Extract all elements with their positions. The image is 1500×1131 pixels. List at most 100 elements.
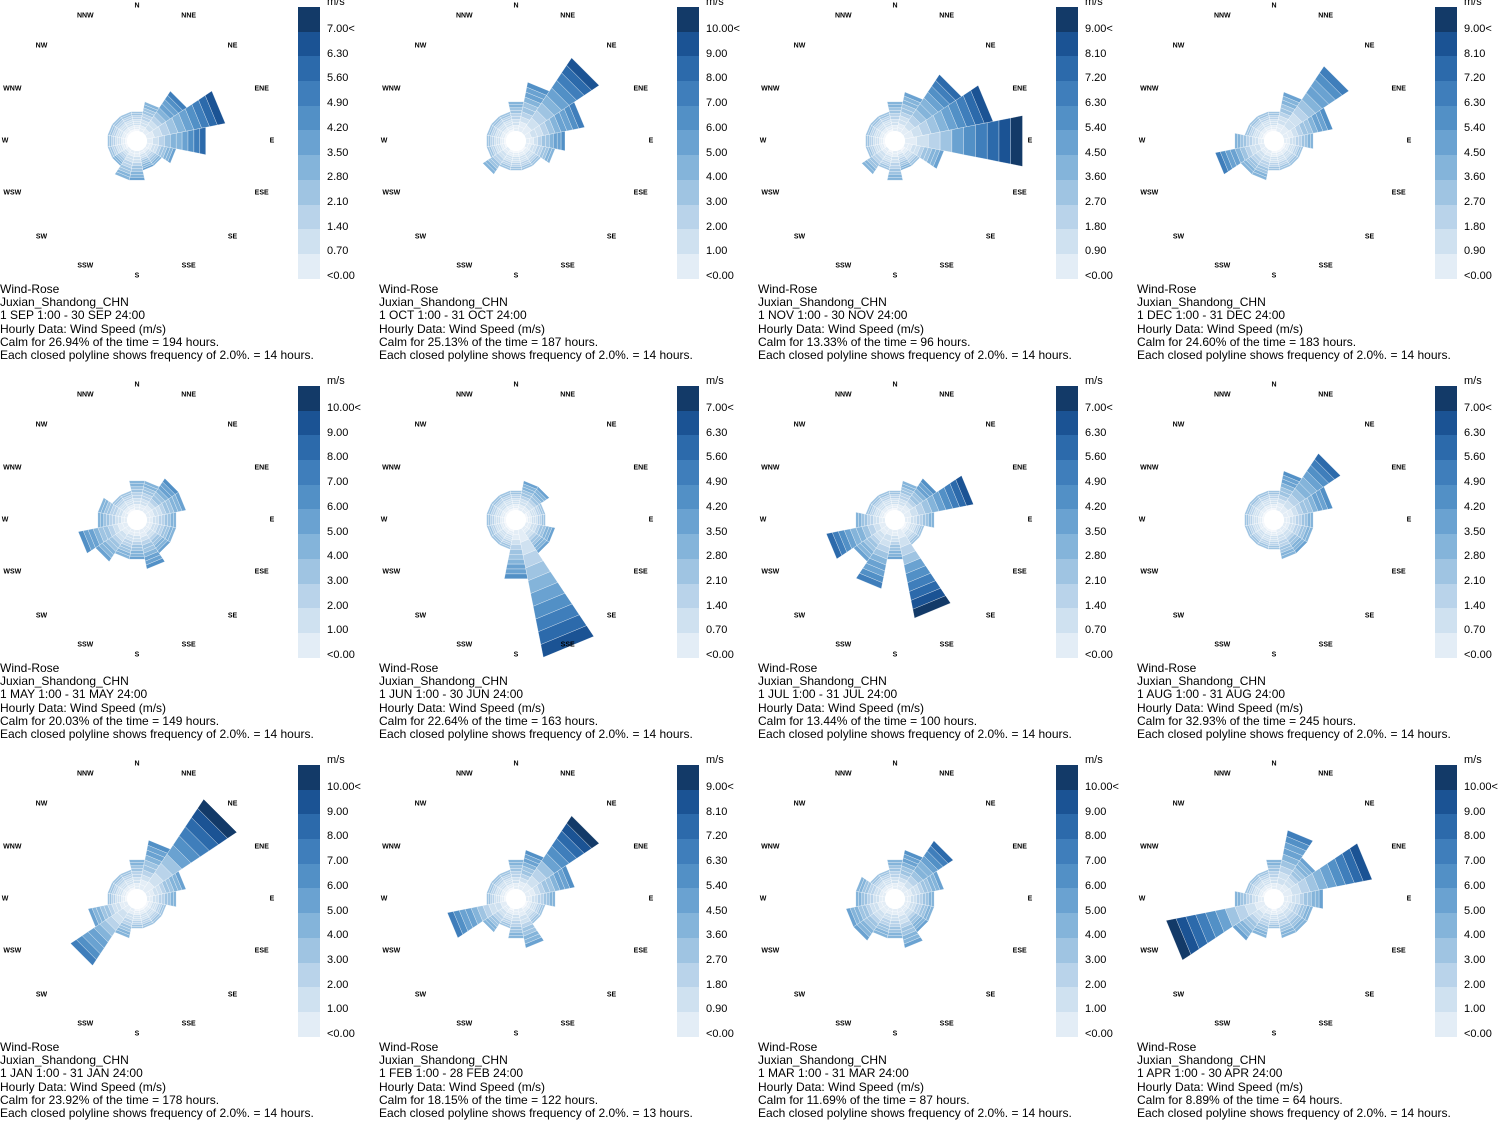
direction-label-ene: ENE: [1012, 843, 1027, 851]
direction-label-w: W: [759, 895, 767, 903]
direction-label-nw: NW: [1172, 800, 1185, 807]
rose-sector-n: [131, 871, 143, 875]
direction-label-n: N: [892, 381, 898, 389]
rose-sector-e: [531, 516, 534, 524]
rose-sector-w: [111, 893, 114, 905]
rose-sector-nnw: [878, 869, 890, 876]
wind-rose-panel: N NNE NE ENE E ESE SE SSE S SSW SW WSW W WNW NW NNW m/s 1…: [379, 0, 751, 373]
rose-sector-s: [888, 550, 902, 554]
legend-label: 6.00: [706, 121, 728, 134]
legend-swatch: [298, 130, 320, 156]
rose-sector-n: [131, 495, 143, 499]
rose-sector-s: [512, 154, 520, 157]
caption-line: Each closed polyline shows frequency of …: [758, 1105, 1072, 1120]
rose-sector-s: [1270, 914, 1278, 917]
rose-sector-sse: [903, 937, 924, 949]
legend-swatch: [1056, 435, 1078, 461]
legend-label: 3.50: [327, 146, 349, 159]
legend-swatch: [1056, 962, 1078, 988]
rose-sector-e: [529, 137, 534, 145]
legend-swatch: [677, 583, 699, 609]
rose-sector-e: [1010, 115, 1023, 167]
legend-swatch: [1056, 460, 1078, 485]
rose-sector-w: [883, 138, 886, 144]
rose-sector-s: [892, 529, 898, 533]
rose-sector-w: [864, 892, 868, 906]
legend-swatch: [1435, 229, 1457, 254]
caption-line: Each closed polyline shows frequency of …: [1137, 347, 1451, 362]
legend-label: 2.70: [706, 953, 728, 966]
legend-label: 5.00: [1085, 904, 1107, 917]
rose-sector-w: [119, 137, 122, 145]
wind-rose-panel: N NNE NE ENE E ESE SE SSE S SSW SW WSW W WNW NW NNW m/s 9…: [379, 754, 751, 1131]
rose-sector-n: [1268, 113, 1280, 116]
caption-line: Wind-Rose: [1137, 1040, 1197, 1054]
rose-sector-w: [882, 896, 886, 902]
rose-sector-w: [882, 517, 886, 523]
legend-swatch: [1056, 386, 1078, 411]
direction-label-wnw: WNW: [382, 464, 401, 472]
rose-sector-w: [490, 514, 493, 526]
legend-swatch: [677, 460, 699, 485]
rose-sector-w: [109, 893, 112, 905]
rose-sector-s: [511, 534, 521, 540]
rose-sector-e: [158, 135, 165, 147]
direction-label-nw: NW: [1172, 421, 1185, 428]
rose-sector-n: [509, 110, 523, 114]
rose-sector-e: [910, 516, 914, 524]
direction-label-e: E: [648, 895, 654, 903]
direction-label-ene: ENE: [1012, 464, 1027, 472]
rose-sector-wsw: [87, 907, 99, 928]
legend-label: 9.00<: [706, 781, 734, 793]
rose-sector-s: [887, 556, 903, 560]
rose-sector-s: [133, 153, 141, 157]
rose-sector-n: [1269, 500, 1279, 503]
legend-label: 7.00: [706, 97, 728, 110]
direction-label-ne: NE: [1364, 421, 1375, 428]
legend-swatch: [1435, 814, 1457, 840]
rose-sector-s: [889, 920, 901, 924]
rose-sector-s: [1269, 539, 1279, 542]
direction-label-wsw: WSW: [3, 568, 22, 576]
direction-label-nw: NW: [414, 800, 427, 807]
caption-line: Calm for 22.64% of the time = 163 hours.: [379, 713, 599, 728]
rose-sector-s: [1271, 910, 1277, 913]
rose-sector-n: [129, 480, 145, 484]
legend-unit: m/s: [1085, 0, 1103, 8]
legend-swatch: [298, 155, 320, 180]
legend-swatch: [677, 987, 699, 1012]
rose-sector-e: [527, 517, 530, 523]
rose-sector-n: [891, 122, 899, 126]
legend-label: 7.00: [1085, 855, 1107, 868]
legend-label: 3.00: [327, 574, 349, 587]
direction-label-ne: NE: [227, 42, 238, 49]
wind-rose-caption: Wind-Rose Juxian_Shandong_CHN 1 MAR 1:00 -…: [758, 1040, 1072, 1120]
caption-line: Hourly Data: Wind Speed (m/s): [1137, 700, 1304, 715]
rose-sector-w: [109, 514, 113, 526]
direction-label-ne: NE: [985, 421, 996, 428]
direction-label-wnw: WNW: [1140, 464, 1159, 472]
direction-label-e: E: [269, 516, 275, 524]
legend-swatch: [1435, 962, 1457, 988]
wind-rose-plot: [826, 475, 974, 619]
rose-sector-n: [130, 489, 144, 493]
rose-sector-n: [512, 504, 520, 507]
rose-sector-s: [1269, 920, 1279, 923]
legend-swatch: [1435, 435, 1457, 461]
legend-swatch: [1435, 987, 1457, 1012]
direction-label-ese: ESE: [1391, 189, 1406, 197]
direction-label-nw: NW: [414, 42, 427, 49]
direction-label-w: W: [1138, 516, 1146, 524]
legend-swatch: [677, 534, 699, 559]
legend-swatch: [1435, 460, 1457, 485]
legend-swatch: [1056, 814, 1078, 840]
rose-sector-s: [888, 926, 902, 930]
direction-label-e: E: [1406, 895, 1412, 903]
rose-sector-e: [541, 134, 546, 148]
rose-sector-n: [511, 498, 521, 501]
direction-label-se: SE: [606, 233, 617, 240]
rose-sector-w: [1249, 135, 1253, 147]
rose-sector-ssw: [114, 171, 130, 181]
rose-sector-s: [1268, 166, 1280, 169]
